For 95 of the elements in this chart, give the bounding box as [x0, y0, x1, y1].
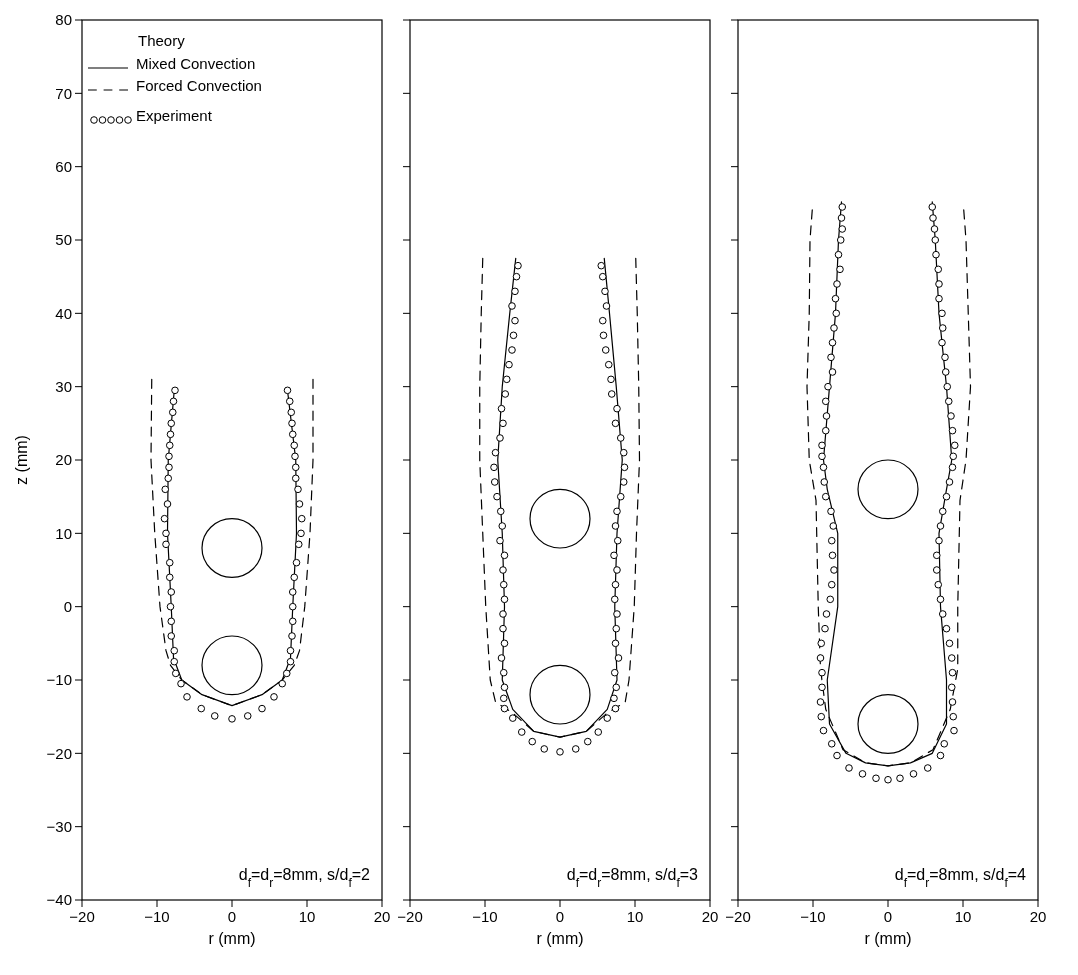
- point: [295, 500, 304, 508]
- y-tick-label: 70: [55, 84, 72, 102]
- point: [288, 588, 297, 596]
- x-tick-label: −10: [800, 908, 826, 925]
- point: [294, 485, 302, 494]
- point: [165, 441, 174, 450]
- y-tick-label: 80: [55, 11, 72, 29]
- point: [161, 485, 170, 494]
- point: [288, 632, 296, 640]
- point: [291, 474, 300, 483]
- point: [171, 669, 180, 678]
- point: [170, 646, 179, 655]
- y-tick-label: 0: [63, 597, 72, 615]
- point: [291, 463, 300, 472]
- point: [162, 540, 170, 549]
- point: [163, 500, 172, 508]
- point: [291, 452, 299, 461]
- point: [297, 529, 305, 538]
- x-tick-label: 10: [298, 908, 316, 925]
- x-axis-title: r (mm): [536, 930, 584, 947]
- point: [288, 419, 296, 428]
- x-tick-label: −10: [144, 908, 170, 925]
- y-axis-title: z (mm): [13, 435, 30, 485]
- point: [283, 386, 292, 395]
- x-tick-label: 20: [1029, 908, 1047, 925]
- x-tick-label: 0: [883, 908, 893, 925]
- point: [285, 397, 294, 406]
- y-tick-label: −20: [46, 744, 72, 762]
- x-tick-label: −20: [69, 908, 95, 925]
- point: [288, 602, 297, 611]
- point: [197, 704, 206, 713]
- point: [165, 463, 173, 472]
- point: [243, 712, 252, 720]
- y-tick-label: 30: [55, 377, 72, 395]
- y-tick-label: −30: [46, 817, 72, 835]
- point: [165, 573, 174, 582]
- y-tick-label: −10: [46, 671, 72, 689]
- x-tick-label: 10: [954, 908, 972, 925]
- point: [164, 474, 173, 483]
- point: [258, 704, 266, 713]
- point: [168, 408, 177, 417]
- legend-label: Mixed Convection: [136, 55, 256, 72]
- point: [169, 397, 178, 406]
- point: [166, 602, 175, 611]
- point: [167, 617, 176, 626]
- point: [166, 430, 175, 439]
- point: [282, 669, 291, 678]
- point: [171, 386, 179, 395]
- point: [297, 514, 306, 523]
- point: [165, 452, 173, 461]
- point: [167, 419, 176, 428]
- point: [165, 558, 174, 567]
- point: [210, 712, 219, 720]
- legend-label: Forced Convection: [136, 77, 262, 94]
- point: [290, 573, 299, 582]
- point: [183, 693, 191, 701]
- x-axis-title: r (mm): [864, 930, 912, 947]
- point: [270, 693, 278, 701]
- x-axis-title: r (mm): [208, 930, 256, 947]
- x-tick-label: 20: [373, 908, 391, 925]
- point: [288, 617, 297, 626]
- line-series: [150, 378, 314, 707]
- y-tick-label: −40: [46, 891, 72, 909]
- point: [170, 657, 179, 666]
- y-tick-label: 60: [55, 157, 72, 175]
- point: [278, 679, 287, 688]
- x-tick-label: 0: [555, 908, 565, 925]
- x-tick-label: −10: [472, 908, 498, 925]
- point: [286, 657, 295, 666]
- annotation: d$_{f}$=d$_{r}$=8mm, s/d$_{f}$=4: [894, 866, 1027, 890]
- point: [162, 529, 170, 538]
- point: [292, 558, 301, 567]
- point: [167, 588, 176, 596]
- x-tick-label: −20: [725, 908, 751, 925]
- y-tick-label: 20: [55, 451, 72, 469]
- point: [177, 679, 185, 688]
- y-tick-label: 50: [55, 231, 72, 249]
- point: [160, 514, 169, 523]
- point: [288, 430, 297, 439]
- y-tick-label: 40: [55, 304, 72, 322]
- annotation: d$_{f}$=d$_{r}$=8mm, s/d$_{f}$=3: [566, 866, 699, 890]
- point: [294, 540, 303, 549]
- point: [287, 408, 296, 417]
- point: [228, 715, 236, 723]
- x-tick-label: 0: [227, 908, 237, 925]
- x-tick-label: 20: [701, 908, 719, 925]
- legend-label: Experiment: [136, 107, 213, 124]
- legend-title: Theory: [138, 32, 186, 49]
- y-tick-label: 10: [55, 524, 72, 542]
- point: [286, 646, 295, 655]
- point: [167, 632, 176, 640]
- point: [290, 441, 299, 450]
- x-tick-label: −20: [397, 908, 423, 925]
- x-tick-label: 10: [626, 908, 644, 925]
- annotation: d$_{f}$=d$_{r}$=8mm, s/d$_{f}$=2: [238, 866, 371, 890]
